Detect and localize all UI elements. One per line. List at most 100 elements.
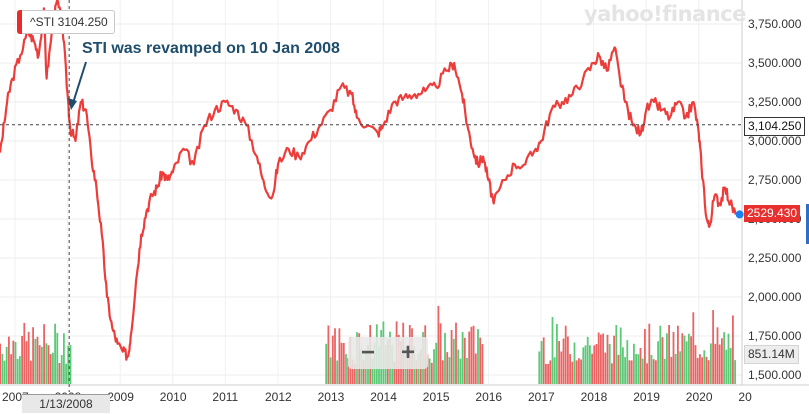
volume-bar xyxy=(573,342,576,384)
volume-bar xyxy=(567,336,569,384)
y-tick-label: 3,750.000 xyxy=(748,17,802,31)
volume-bar xyxy=(463,337,466,384)
volume-bar xyxy=(633,343,635,384)
volume-bar xyxy=(626,340,629,384)
scroll-edge-indicator[interactable] xyxy=(806,204,809,244)
volume-bar xyxy=(560,351,563,384)
yahoo-finance-logo: yahoo!finance xyxy=(584,2,746,26)
volume-bar xyxy=(36,336,39,384)
series-swatch xyxy=(17,10,22,34)
volume-bar xyxy=(549,360,552,384)
volume-bar xyxy=(538,351,541,384)
volume-bar xyxy=(703,350,706,384)
volume-bar xyxy=(25,341,28,384)
volume-bar xyxy=(12,340,15,384)
x-tick-label: 2013 xyxy=(318,390,345,404)
x-tick-label: 2010 xyxy=(160,390,187,404)
volume-bar xyxy=(578,358,580,384)
zoom-in-button[interactable]: + xyxy=(400,339,415,366)
symbol-legend[interactable]: ^STI 3104.250 xyxy=(17,10,115,34)
annotation-arrow-line xyxy=(72,61,87,104)
volume-bar xyxy=(591,353,593,384)
volume-bar xyxy=(606,334,609,384)
volume-bar xyxy=(723,332,725,384)
volume-bar xyxy=(47,345,50,384)
volume-bar xyxy=(657,341,659,384)
y-tick-label: 1,750.000 xyxy=(748,329,802,343)
volume-bar xyxy=(569,354,571,384)
volume-bar xyxy=(718,344,721,384)
y-tick-label: 3,250.000 xyxy=(748,95,802,109)
y-tick-label: 1,500.000 xyxy=(748,368,802,382)
volume-bar xyxy=(604,352,607,384)
volume-bar xyxy=(351,359,354,384)
zoom-out-button[interactable]: − xyxy=(360,339,375,366)
zoom-control[interactable]: − + xyxy=(348,337,428,369)
volume-bar xyxy=(617,354,620,384)
volume-bar xyxy=(441,360,444,384)
volume-bar xyxy=(428,358,431,384)
volume-bar xyxy=(468,331,471,384)
volume-bar xyxy=(362,360,365,384)
volume-bar xyxy=(426,354,429,384)
y-tick-label: 2,250.000 xyxy=(748,251,802,265)
volume-bar xyxy=(334,328,336,384)
volume-bar xyxy=(54,323,56,384)
volume-bar xyxy=(21,336,23,384)
volume-bar xyxy=(732,315,734,384)
volume-bar xyxy=(58,363,61,384)
volume-bar xyxy=(701,357,703,384)
volume-bar xyxy=(593,345,596,384)
y-tick-label: 3,000.000 xyxy=(748,134,802,148)
volume-bar xyxy=(624,357,626,384)
volume-bar xyxy=(584,345,587,384)
volume-bar xyxy=(327,325,330,384)
volume-bar xyxy=(14,341,17,384)
volume-bar xyxy=(69,345,72,384)
volume-bar xyxy=(729,348,732,384)
volume-bar xyxy=(712,310,714,384)
volume-bar xyxy=(52,352,54,384)
volume-bar xyxy=(644,329,646,384)
volume-bar xyxy=(630,360,633,384)
volume-bar xyxy=(553,357,556,384)
volume-bar xyxy=(639,348,642,384)
volume-bar xyxy=(674,353,677,384)
volume-bar xyxy=(589,345,591,384)
volume-bar xyxy=(325,343,328,384)
volume-bar xyxy=(474,353,477,384)
volume-bar xyxy=(10,354,12,384)
volume-bar xyxy=(455,322,457,384)
volume-bar xyxy=(472,325,475,384)
crosshair-price-tag: 3,104.250 xyxy=(744,117,806,136)
volume-bar xyxy=(1,353,4,384)
volume-bar xyxy=(30,360,32,384)
volume-bar xyxy=(466,357,468,384)
volume-bar xyxy=(679,351,681,384)
volume-bar xyxy=(27,331,30,384)
volume-bar xyxy=(23,322,26,384)
volume-bar xyxy=(710,343,712,384)
volume-bar xyxy=(340,342,343,384)
volume-bar xyxy=(444,332,446,384)
volume-bar xyxy=(347,358,350,384)
volume-bar xyxy=(448,357,451,384)
volume-bar xyxy=(666,333,668,384)
volume-bar xyxy=(16,359,19,384)
volume-bar xyxy=(56,332,59,384)
volume-bar xyxy=(637,354,640,384)
volume-bar xyxy=(615,325,618,384)
volume-bar xyxy=(556,323,558,384)
last-price-tag: 2529.430 xyxy=(744,205,801,222)
volume-bar xyxy=(336,360,339,384)
volume-bar xyxy=(450,330,453,384)
volume-bar xyxy=(683,335,686,384)
volume-bar xyxy=(43,324,45,384)
x-tick-label: 2017 xyxy=(528,390,555,404)
volume-bar xyxy=(457,349,460,384)
volume-bar xyxy=(452,338,455,384)
volume-bar xyxy=(648,323,651,384)
volume-bar xyxy=(32,327,34,384)
